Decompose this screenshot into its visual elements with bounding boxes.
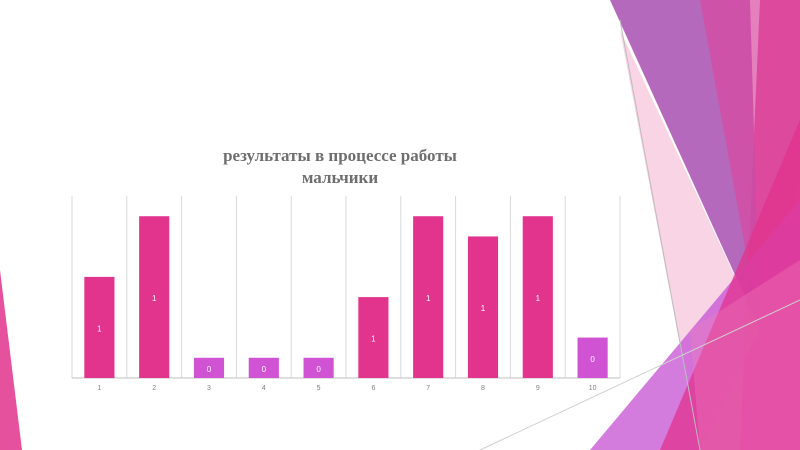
chart-title: результаты в процессе работы мальчики [160, 145, 520, 189]
bar-data-label: 0 [316, 365, 321, 374]
bar [413, 216, 444, 378]
right-accent-soft [690, 260, 800, 450]
bar-data-label: 1 [426, 294, 431, 303]
bar [84, 276, 115, 378]
x-tick-label: 2 [152, 385, 156, 392]
bar-data-label: 1 [481, 304, 486, 313]
chart-title-line-1: результаты в процессе работы [223, 146, 457, 165]
bar-data-label: 0 [262, 365, 267, 374]
chart-title-line-2: мальчики [301, 168, 379, 187]
bar [248, 357, 279, 378]
bar-data-label: 1 [536, 294, 541, 303]
x-tick-label: 10 [589, 385, 597, 392]
x-tick-label: 1 [97, 385, 101, 392]
bar [303, 357, 334, 378]
bar [358, 297, 389, 378]
left-accent-shape [0, 270, 22, 450]
bar-chart: 1 1 1 2 0 3 0 4 0 5 1 6 1 7 1 8 1 9 0 10 [71, 196, 621, 392]
x-tick-label: 8 [481, 385, 485, 392]
bar-data-label: 1 [97, 324, 102, 333]
x-tick-label: 4 [262, 385, 266, 392]
bar-data-label: 0 [590, 355, 595, 364]
decor-line-2 [479, 299, 800, 450]
x-tick-label: 9 [536, 385, 540, 392]
right-accent-pink [660, 120, 800, 450]
bar [193, 357, 225, 378]
bar-data-label: 1 [371, 335, 376, 344]
bar [467, 236, 499, 378]
bar-data-label: 1 [152, 294, 157, 303]
bar [139, 216, 170, 378]
x-tick-label: 3 [207, 385, 211, 392]
x-tick-label: 7 [426, 385, 430, 392]
bar [522, 216, 553, 378]
bar-data-label: 0 [207, 365, 212, 374]
decor-line-1 [619, 19, 701, 450]
x-tick-label: 6 [371, 385, 375, 392]
x-tick-label: 5 [317, 385, 321, 392]
bar [577, 337, 608, 378]
